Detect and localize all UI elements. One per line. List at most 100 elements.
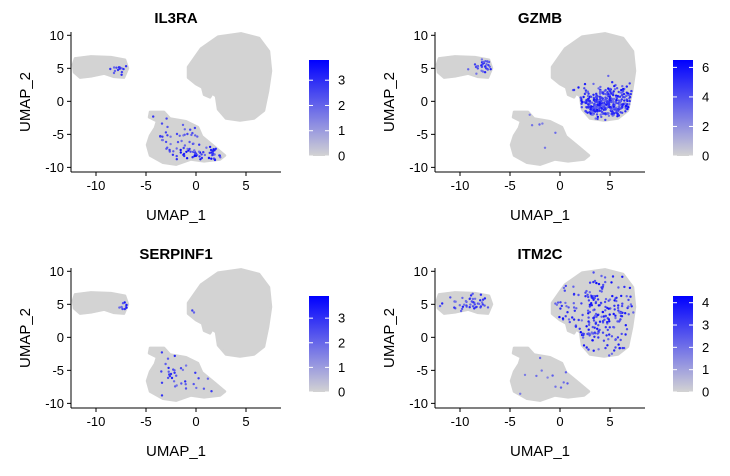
expression-point [476, 67, 479, 70]
expression-point [595, 98, 598, 101]
y-tick-label: -10 [409, 160, 428, 175]
expression-point [192, 382, 195, 386]
expression-point [600, 96, 603, 99]
expression-point [587, 348, 590, 351]
expression-point [618, 311, 621, 314]
expression-point [607, 307, 610, 310]
expression-point [214, 147, 217, 150]
expression-point [588, 334, 591, 337]
expression-point [607, 100, 611, 104]
colorbar-tick-label: 2 [702, 340, 709, 355]
expression-point [602, 99, 606, 102]
expression-point [592, 349, 595, 352]
expression-point [586, 309, 590, 312]
expression-point [173, 354, 176, 358]
expression-point [589, 95, 593, 99]
expression-point [591, 339, 594, 342]
expression-point [620, 315, 624, 318]
x-tick-label: -10 [87, 414, 106, 429]
expression-point [585, 289, 588, 293]
expression-point [597, 336, 600, 339]
expression-point [593, 314, 597, 317]
expression-point [625, 94, 628, 97]
expression-point [595, 113, 599, 116]
expression-point [608, 95, 611, 99]
expression-point [523, 373, 527, 377]
expression-point [164, 140, 168, 144]
expression-point [628, 286, 632, 290]
expression-point [591, 325, 594, 329]
panel-title: ITM2C [518, 246, 563, 263]
expression-point [160, 394, 164, 397]
expression-point [599, 302, 603, 305]
colorbar-tick-label: 2 [338, 98, 345, 113]
expression-point [586, 94, 590, 98]
expression-point [577, 318, 580, 322]
expression-point [213, 158, 217, 162]
expression-point [597, 324, 600, 327]
expression-point [592, 295, 595, 298]
y-tick-label: 10 [414, 28, 428, 43]
expression-point [572, 285, 575, 288]
expression-point [483, 304, 486, 307]
colorbar-tick-label: 1 [338, 123, 345, 138]
expression-point [175, 374, 178, 377]
expression-point [194, 134, 197, 137]
y-tick-label: 0 [57, 94, 64, 109]
colorbar-tick-label: 3 [338, 311, 345, 326]
expression-point [587, 92, 590, 95]
expression-point [160, 122, 164, 125]
expression-point [459, 309, 463, 313]
feature-panel-il3ra: IL3RA -10 -5 0 5 -10 -5 0 5 10 UMAP_1 UMAP_2 0 1 2 3 [17, 10, 345, 224]
expression-point [206, 377, 210, 380]
expression-point [606, 344, 609, 347]
expression-point [587, 328, 590, 331]
expression-point [540, 369, 543, 372]
expression-point [610, 352, 614, 355]
expression-point [625, 85, 628, 88]
expression-point [184, 387, 188, 390]
expression-point [483, 71, 487, 74]
expression-point [624, 104, 628, 108]
expression-point [621, 85, 624, 88]
y-tick-label: 5 [57, 297, 64, 312]
expression-point [598, 320, 602, 323]
y-axis-title: UMAP_2 [381, 308, 398, 368]
expression-point [184, 383, 187, 386]
expression-point [189, 150, 192, 153]
expression-point [596, 115, 599, 119]
expression-point [609, 90, 612, 94]
expression-point [606, 328, 609, 332]
colorbar-tick-label: 2 [338, 335, 345, 350]
expression-point [152, 115, 155, 118]
expression-point [184, 364, 188, 367]
expression-point [195, 386, 198, 390]
expression-point [617, 286, 620, 289]
expression-point [620, 98, 623, 101]
expression-point [564, 371, 568, 374]
expression-point [624, 102, 627, 105]
expression-point [168, 374, 172, 378]
y-tick-label: -5 [416, 127, 428, 142]
expression-point [594, 301, 597, 305]
expression-point [588, 303, 592, 306]
expression-point [480, 301, 484, 304]
expression-point [596, 108, 599, 112]
expression-point [173, 371, 176, 374]
y-tick-label: 5 [421, 61, 428, 76]
expression-point [213, 153, 216, 156]
expression-point [597, 282, 601, 286]
expression-point [538, 356, 542, 360]
expression-point [563, 289, 566, 292]
expression-point [611, 91, 615, 95]
expression-point [618, 106, 621, 109]
expression-point [571, 316, 574, 319]
y-tick-label: -10 [45, 160, 64, 175]
expression-point [602, 283, 605, 287]
y-tick-label: 0 [57, 330, 64, 345]
expression-point [606, 320, 609, 324]
expression-point [483, 297, 487, 300]
expression-point [620, 88, 623, 92]
